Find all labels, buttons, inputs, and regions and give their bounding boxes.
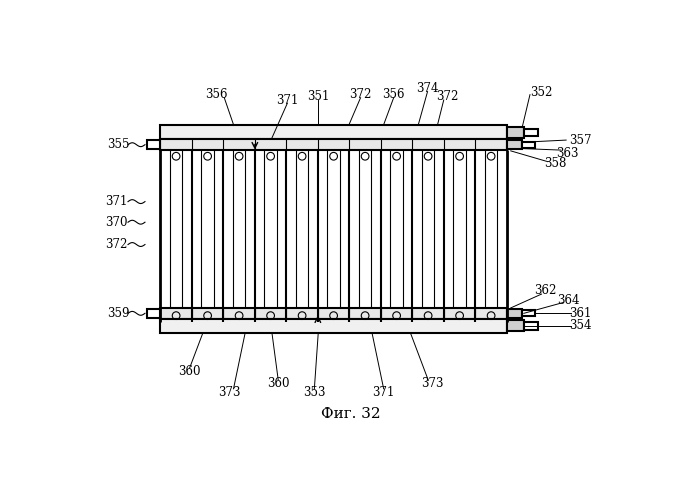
Text: 370: 370 <box>105 216 127 228</box>
Text: 371: 371 <box>373 386 395 399</box>
Text: 357: 357 <box>569 134 591 146</box>
Text: 354: 354 <box>569 319 591 332</box>
Bar <box>507 320 524 331</box>
Text: 353: 353 <box>303 386 326 399</box>
Text: 372: 372 <box>105 238 127 251</box>
Text: 356: 356 <box>382 88 405 101</box>
Bar <box>507 127 524 138</box>
Text: 364: 364 <box>557 294 580 306</box>
Bar <box>523 310 535 316</box>
Text: 361: 361 <box>569 307 591 320</box>
Text: 373: 373 <box>421 377 443 390</box>
Text: 352: 352 <box>530 86 553 99</box>
Text: 372: 372 <box>436 90 459 104</box>
Bar <box>523 142 535 148</box>
Bar <box>146 308 160 318</box>
Text: 360: 360 <box>179 366 201 378</box>
Text: 374: 374 <box>417 82 439 95</box>
Text: 363: 363 <box>557 146 579 160</box>
Text: 356: 356 <box>205 88 228 101</box>
Text: 360: 360 <box>267 377 289 390</box>
Text: Фиг. 32: Фиг. 32 <box>321 407 380 421</box>
Text: 373: 373 <box>218 386 241 399</box>
Text: 362: 362 <box>534 284 557 298</box>
Text: 358: 358 <box>544 158 566 170</box>
Bar <box>507 308 523 318</box>
Bar <box>160 308 507 318</box>
Text: 355: 355 <box>107 138 129 151</box>
Bar <box>160 140 507 150</box>
Text: 371: 371 <box>276 94 299 106</box>
Bar <box>160 150 507 322</box>
Bar <box>146 140 160 149</box>
Bar <box>507 140 523 149</box>
Text: 371: 371 <box>105 195 127 208</box>
Text: 372: 372 <box>350 88 371 101</box>
Bar <box>524 128 538 136</box>
Bar <box>524 322 538 330</box>
Bar <box>160 318 507 332</box>
Text: 359: 359 <box>107 307 129 320</box>
Bar <box>160 126 507 140</box>
Text: 351: 351 <box>307 90 330 104</box>
